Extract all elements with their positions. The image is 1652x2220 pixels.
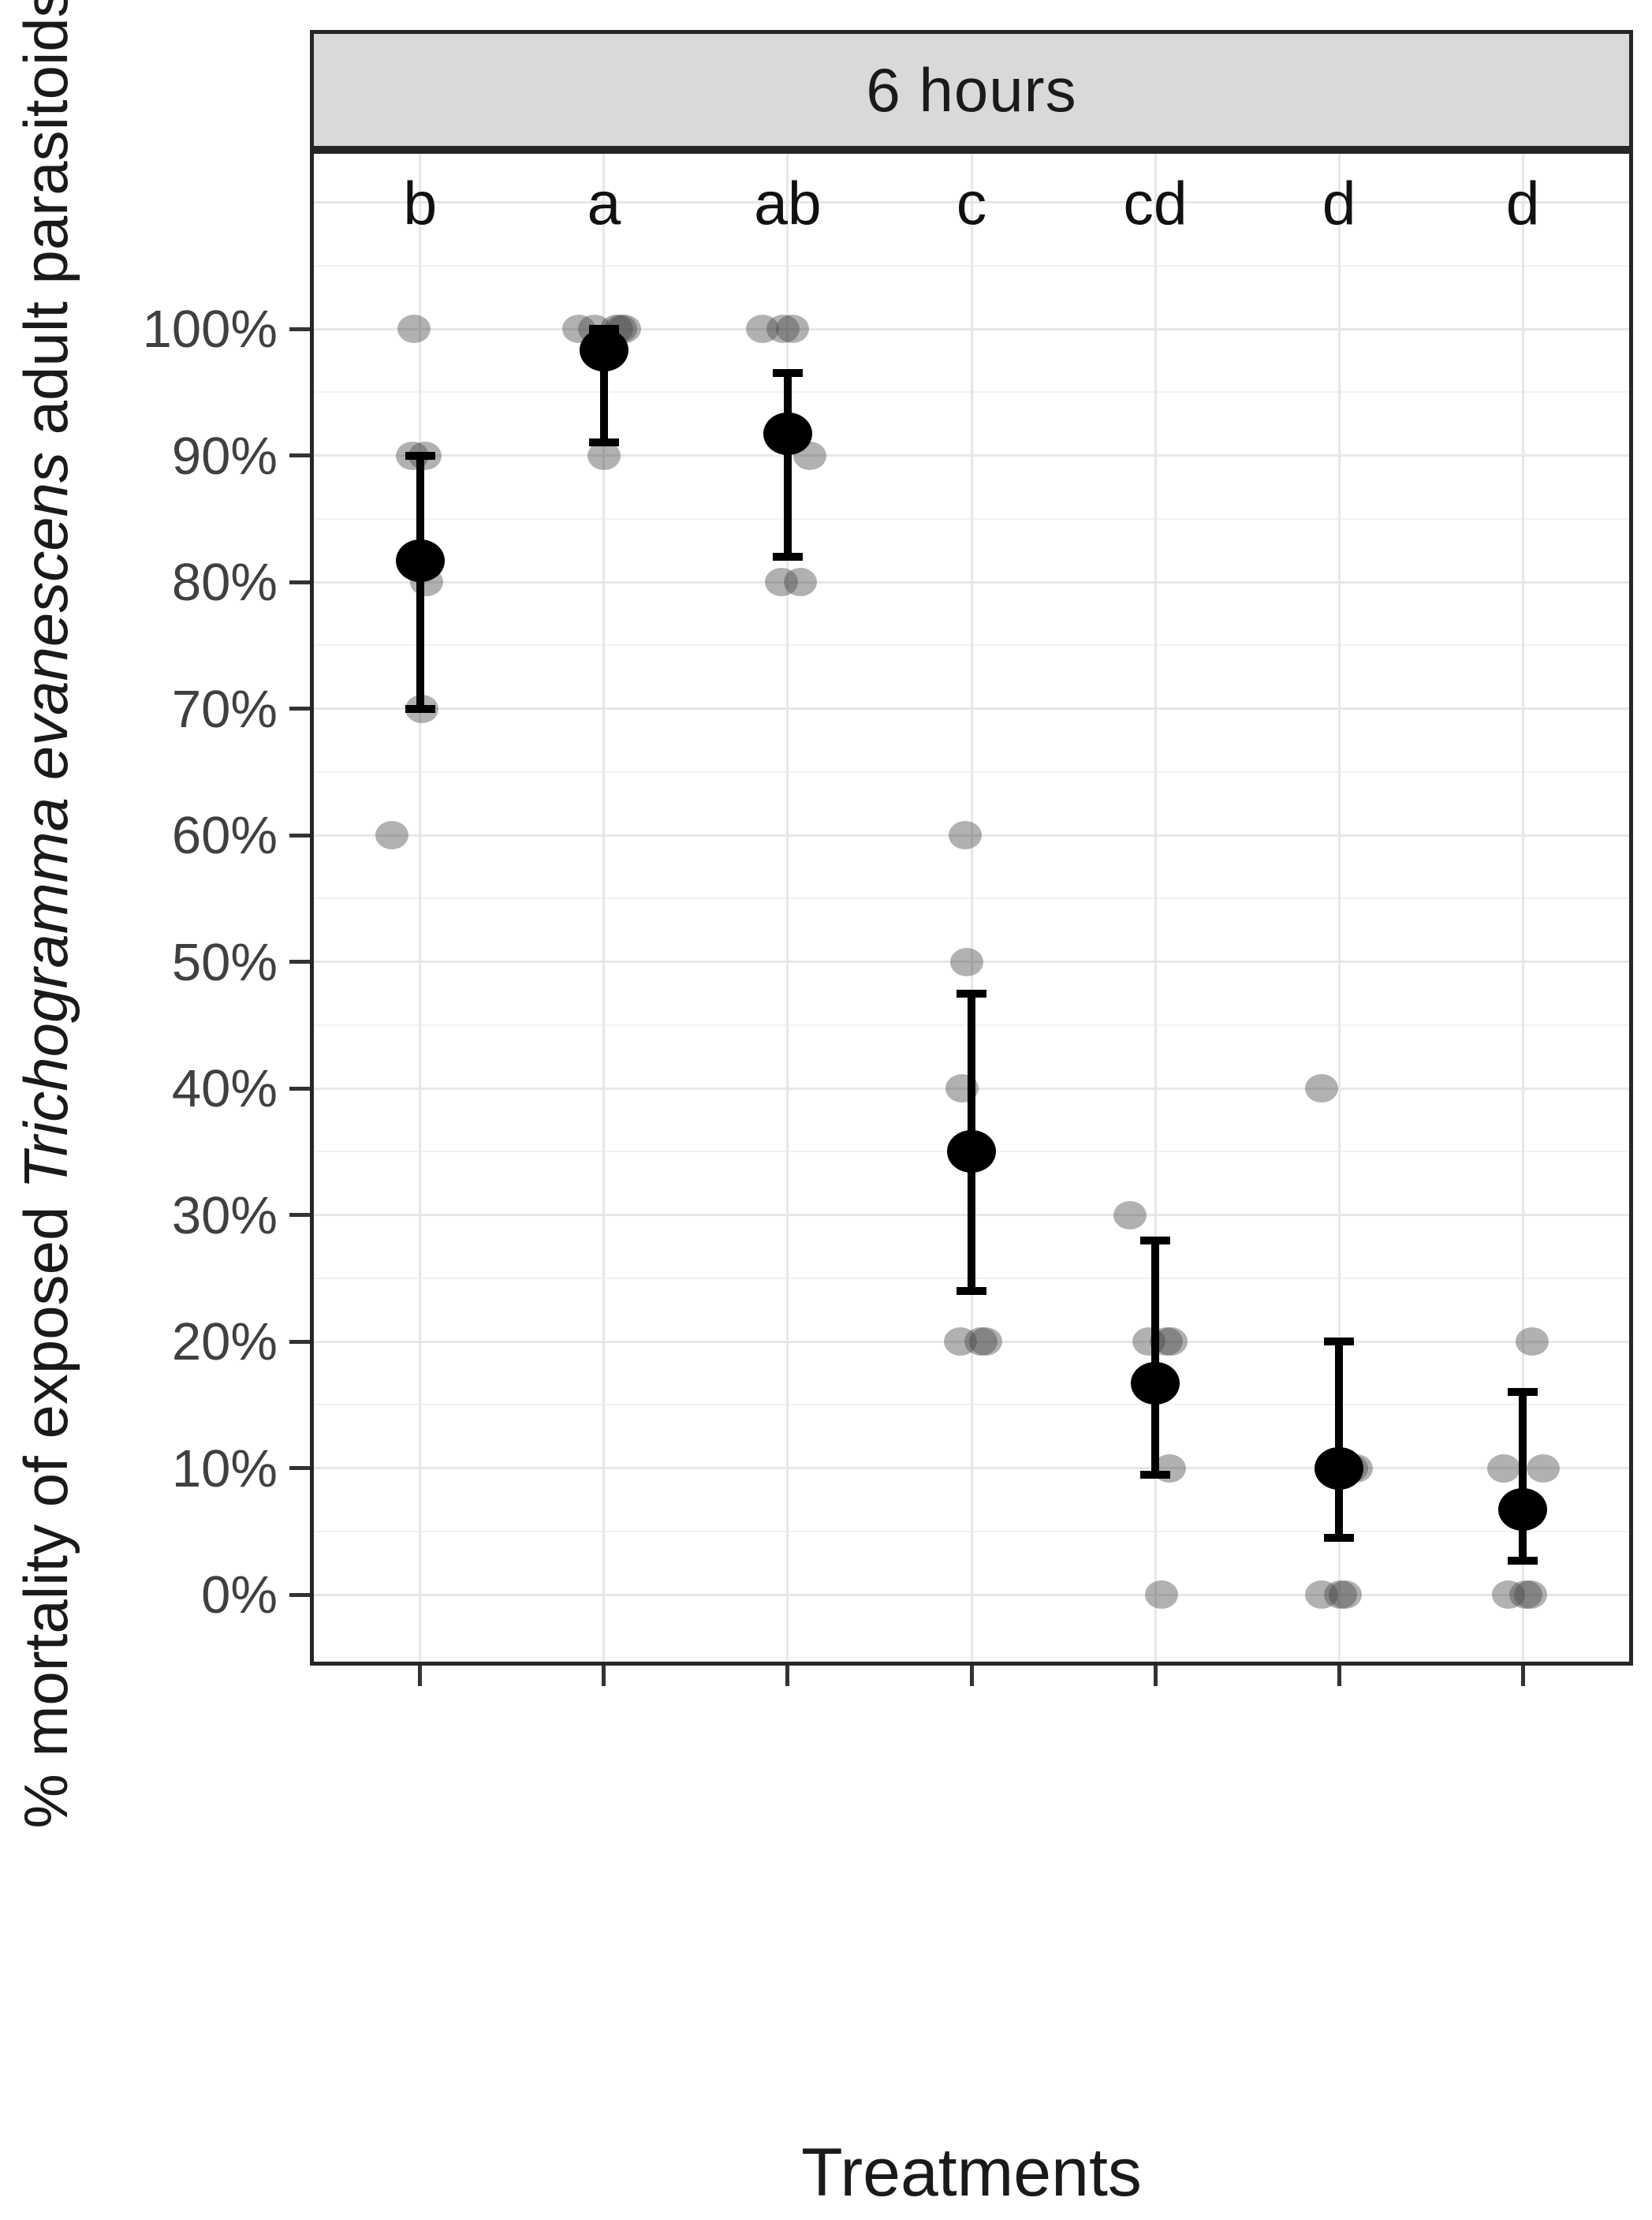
mean-point xyxy=(1131,1361,1180,1405)
y-tick-label: 40% xyxy=(171,1059,278,1118)
mean-point xyxy=(1315,1446,1364,1490)
error-bar-cap-bottom xyxy=(405,704,435,713)
error-bar xyxy=(416,455,424,709)
jitter-point xyxy=(1145,1580,1179,1609)
significance-letter: d xyxy=(1505,170,1540,238)
y-tick xyxy=(289,1466,310,1470)
y-tick-label: 10% xyxy=(171,1438,278,1498)
y-axis-title-species-italic: Trichogramma evanescens xyxy=(11,452,80,1189)
jitter-point xyxy=(1527,1453,1561,1483)
error-bar-cap-bottom xyxy=(1140,1470,1171,1479)
significance-letter: b xyxy=(403,170,438,238)
mean-point xyxy=(395,539,445,582)
y-tick-label: 80% xyxy=(171,553,278,612)
y-tick-label: 90% xyxy=(171,426,278,486)
jitter-point xyxy=(745,315,779,343)
y-tick xyxy=(289,580,310,584)
jitter-point xyxy=(964,1327,998,1356)
jitter-point xyxy=(969,1327,1002,1356)
jitter-point xyxy=(397,315,431,343)
jitter-point xyxy=(950,947,983,976)
jitter-point xyxy=(1514,1580,1548,1609)
mean-point xyxy=(579,329,628,372)
y-tick-label: 100% xyxy=(142,300,278,359)
x-tick xyxy=(1153,1666,1158,1686)
jitter-point xyxy=(1154,1327,1188,1356)
y-tick xyxy=(289,326,310,331)
y-tick xyxy=(289,453,310,457)
jitter-point xyxy=(783,568,817,596)
y-axis-title-part: adult parasitoids xyxy=(11,0,80,453)
error-bar-cap-bottom xyxy=(957,1286,986,1295)
jitter-point xyxy=(1132,1327,1166,1356)
y-tick-label: 60% xyxy=(171,806,278,865)
y-tick xyxy=(289,1213,310,1217)
error-bar-cap-top xyxy=(772,369,803,378)
x-tick xyxy=(1520,1666,1525,1686)
facet-strip: 6 hours xyxy=(310,30,1633,150)
y-tick-label: 50% xyxy=(171,932,278,992)
jitter-point xyxy=(766,315,800,343)
x-tick xyxy=(785,1666,790,1686)
jitter-point xyxy=(775,315,809,343)
x-tick xyxy=(418,1666,423,1686)
jitter-point xyxy=(1305,1580,1339,1609)
y-tick xyxy=(289,1086,310,1091)
y-tick-label: 30% xyxy=(171,1185,278,1245)
error-bar-cap-top xyxy=(1508,1388,1538,1397)
error-bar-cap-bottom xyxy=(1324,1533,1355,1542)
error-bar-cap-bottom xyxy=(588,438,619,447)
error-bar-cap-top xyxy=(1140,1236,1171,1244)
jitter-point xyxy=(764,568,798,596)
error-bar xyxy=(599,329,608,443)
y-tick-label: 70% xyxy=(171,679,278,739)
error-bar-cap-top xyxy=(957,989,986,998)
y-axis-title: % mortality of exposed Trichogramma evan… xyxy=(11,0,80,1829)
error-bar-cap-bottom xyxy=(772,552,803,561)
y-tick xyxy=(289,1339,310,1344)
jitter-point xyxy=(1516,1327,1549,1356)
x-tick xyxy=(602,1666,606,1686)
error-bar-cap-top xyxy=(405,451,435,460)
error-bar-cap-bottom xyxy=(1508,1556,1538,1565)
y-tick xyxy=(289,960,310,964)
jitter-point xyxy=(1487,1453,1521,1483)
error-bar-cap-top xyxy=(1324,1338,1355,1345)
y-axis-title-part: % mortality of exposed xyxy=(11,1188,80,1829)
significance-letter: a xyxy=(587,170,621,238)
error-bar xyxy=(1151,1240,1160,1475)
jitter-point xyxy=(944,1327,977,1356)
error-bar xyxy=(1335,1341,1344,1538)
error-bar xyxy=(783,373,792,557)
jitter-point xyxy=(375,821,408,849)
jitter-point xyxy=(1113,1200,1147,1229)
error-bar-cap-top xyxy=(588,325,619,333)
significance-letter: d xyxy=(1322,170,1356,238)
jitter-point xyxy=(1305,1074,1339,1103)
x-axis-title: Treatments xyxy=(801,2135,1142,2211)
jitter-point xyxy=(1509,1580,1543,1609)
error-bar xyxy=(1519,1392,1527,1561)
x-tick xyxy=(969,1666,974,1686)
plot-panel-border xyxy=(310,150,1633,1666)
y-tick xyxy=(289,833,310,838)
facet-strip-label: 6 hours xyxy=(866,54,1077,125)
significance-letter: ab xyxy=(754,170,822,238)
significance-letter: c xyxy=(956,170,987,238)
y-tick xyxy=(289,707,310,711)
mean-point xyxy=(947,1130,996,1173)
mean-point xyxy=(1498,1488,1548,1532)
jitter-point xyxy=(1324,1580,1358,1609)
y-tick-label: 0% xyxy=(201,1565,278,1625)
x-tick xyxy=(1337,1666,1341,1686)
jitter-point xyxy=(949,821,982,849)
jitter-point xyxy=(1492,1580,1526,1609)
y-tick-label: 20% xyxy=(171,1312,278,1371)
significance-letter: cd xyxy=(1123,170,1188,238)
mean-point xyxy=(763,412,812,456)
jitter-point xyxy=(1329,1580,1363,1609)
y-tick xyxy=(289,1592,310,1597)
